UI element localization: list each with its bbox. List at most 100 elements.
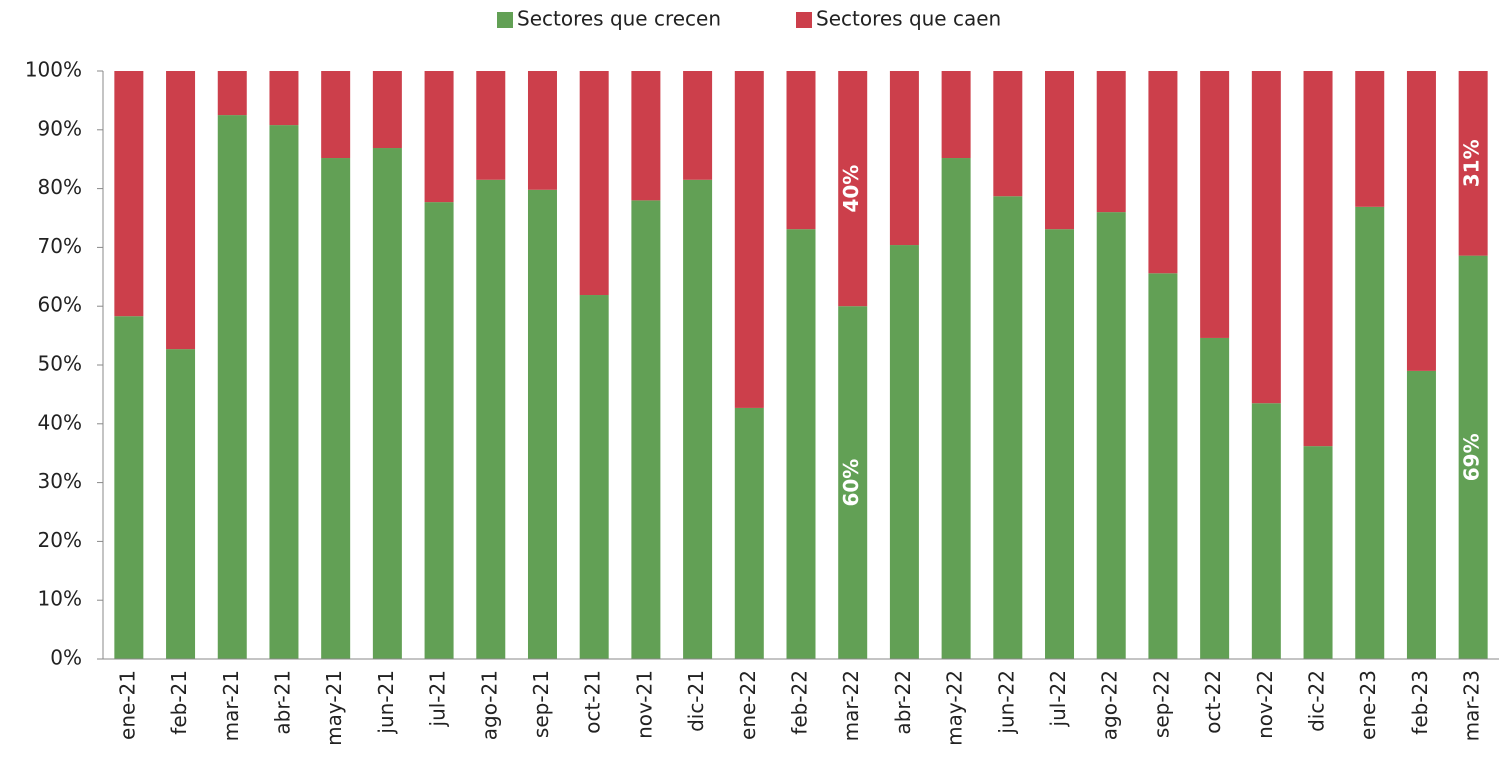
x-tick-label: sep-21 <box>529 670 553 738</box>
x-tick-label: nov-21 <box>632 670 656 739</box>
bar-segment <box>734 71 764 408</box>
y-tick-label: 20% <box>38 528 82 552</box>
x-tick-label: sep-22 <box>1149 670 1173 738</box>
bar-segment <box>527 71 557 190</box>
bar-segment <box>372 148 402 659</box>
bar-segment <box>941 71 971 159</box>
bar-segment <box>786 71 816 230</box>
y-tick-label: 40% <box>38 410 82 434</box>
bar-segment <box>683 71 713 180</box>
bar-segment <box>941 158 971 660</box>
legend-label: Sectores que caen <box>816 7 1001 31</box>
x-tick-label: ene-23 <box>1356 670 1380 740</box>
x-tick-label: oct-22 <box>1201 670 1225 734</box>
bar-segment <box>631 200 661 660</box>
bar-segment <box>889 245 919 659</box>
bar-segment <box>1045 229 1075 659</box>
y-tick-label: 10% <box>38 587 82 611</box>
data-label: 40% <box>839 165 863 213</box>
bar-segment <box>1200 71 1230 338</box>
bar-segment <box>114 71 144 317</box>
y-tick-label: 60% <box>38 293 82 317</box>
y-tick-label: 50% <box>38 352 82 376</box>
bar-segment <box>321 71 351 159</box>
y-tick-label: 0% <box>50 646 82 670</box>
x-tick-label: abr-21 <box>270 670 294 735</box>
bar-segment <box>269 125 299 659</box>
bar-segment <box>166 349 196 659</box>
x-tick-label: ago-22 <box>1098 670 1122 740</box>
bar-segment <box>734 407 764 659</box>
bar-segment <box>217 115 247 660</box>
bar-segment <box>1045 71 1075 230</box>
data-label: 69% <box>1460 433 1484 481</box>
x-tick-label: ene-22 <box>736 670 760 740</box>
bar-segment <box>1096 71 1126 213</box>
bar-segment <box>1406 370 1436 659</box>
x-tick-label: mar-23 <box>1460 670 1484 741</box>
x-tick-label: mar-22 <box>839 670 863 741</box>
bar-segment <box>838 71 868 307</box>
x-tick-label: nov-22 <box>1253 670 1277 739</box>
bar-segment <box>683 179 713 659</box>
bar-segment <box>476 71 506 180</box>
data-label: 31% <box>1460 139 1484 187</box>
bar-segment <box>217 71 247 116</box>
x-tick-label: oct-21 <box>581 670 605 734</box>
bar-segment <box>1251 403 1281 659</box>
bar-segment <box>476 179 506 659</box>
legend-swatch <box>497 12 513 28</box>
legend-label: Sectores que crecen <box>517 7 721 31</box>
bar-segment <box>1303 446 1333 659</box>
bar-segment <box>786 229 816 659</box>
bar-segment <box>372 71 402 149</box>
bar-segment <box>889 71 919 246</box>
bar-segment <box>1148 273 1178 659</box>
x-tick-label: feb-22 <box>788 670 812 735</box>
x-tick-label: abr-22 <box>891 670 915 735</box>
bar-segment <box>993 71 1023 197</box>
bar-segment <box>424 71 454 203</box>
x-tick-label: dic-22 <box>1305 670 1329 732</box>
x-tick-label: dic-21 <box>684 670 708 732</box>
x-tick-label: ene-21 <box>115 670 139 740</box>
bar-segment <box>1303 71 1333 447</box>
bar-segment <box>321 158 351 660</box>
x-tick-label: jul-22 <box>1046 670 1070 727</box>
bar-segment <box>1458 255 1488 659</box>
bar-segment <box>631 71 661 201</box>
y-tick-label: 70% <box>38 234 82 258</box>
bar-segment <box>1355 71 1385 207</box>
x-tick-label: jun-22 <box>994 670 1018 735</box>
x-tick-label: jun-21 <box>374 670 398 735</box>
legend-swatch <box>796 12 812 28</box>
bar-segment <box>1148 71 1178 274</box>
bar-segment <box>579 71 609 296</box>
y-tick-label: 100% <box>25 58 82 82</box>
bar-segment <box>1406 71 1436 371</box>
bar-segment <box>838 306 868 659</box>
bar-segment <box>269 71 299 126</box>
bar-segment <box>114 316 144 659</box>
x-tick-label: ago-21 <box>477 670 501 740</box>
x-tick-label: feb-23 <box>1408 670 1432 735</box>
x-tick-label: mar-21 <box>219 670 243 741</box>
bar-segment <box>527 189 557 659</box>
bar-segment <box>1200 337 1230 659</box>
y-tick-label: 80% <box>38 175 82 199</box>
bar-segment <box>1355 206 1385 659</box>
bar-segment <box>424 202 454 659</box>
bar-segment <box>579 295 609 659</box>
x-tick-label: jul-21 <box>426 670 450 727</box>
x-tick-label: may-21 <box>322 670 346 746</box>
bar-segment <box>993 196 1023 659</box>
y-tick-label: 90% <box>38 116 82 140</box>
bar-segment <box>1096 212 1126 659</box>
x-tick-label: feb-21 <box>167 670 191 735</box>
bar-segment <box>1458 71 1488 256</box>
bar-segment <box>166 71 196 350</box>
bar-segment <box>1251 71 1281 404</box>
x-tick-label: may-22 <box>943 670 967 746</box>
data-label: 60% <box>839 459 863 507</box>
